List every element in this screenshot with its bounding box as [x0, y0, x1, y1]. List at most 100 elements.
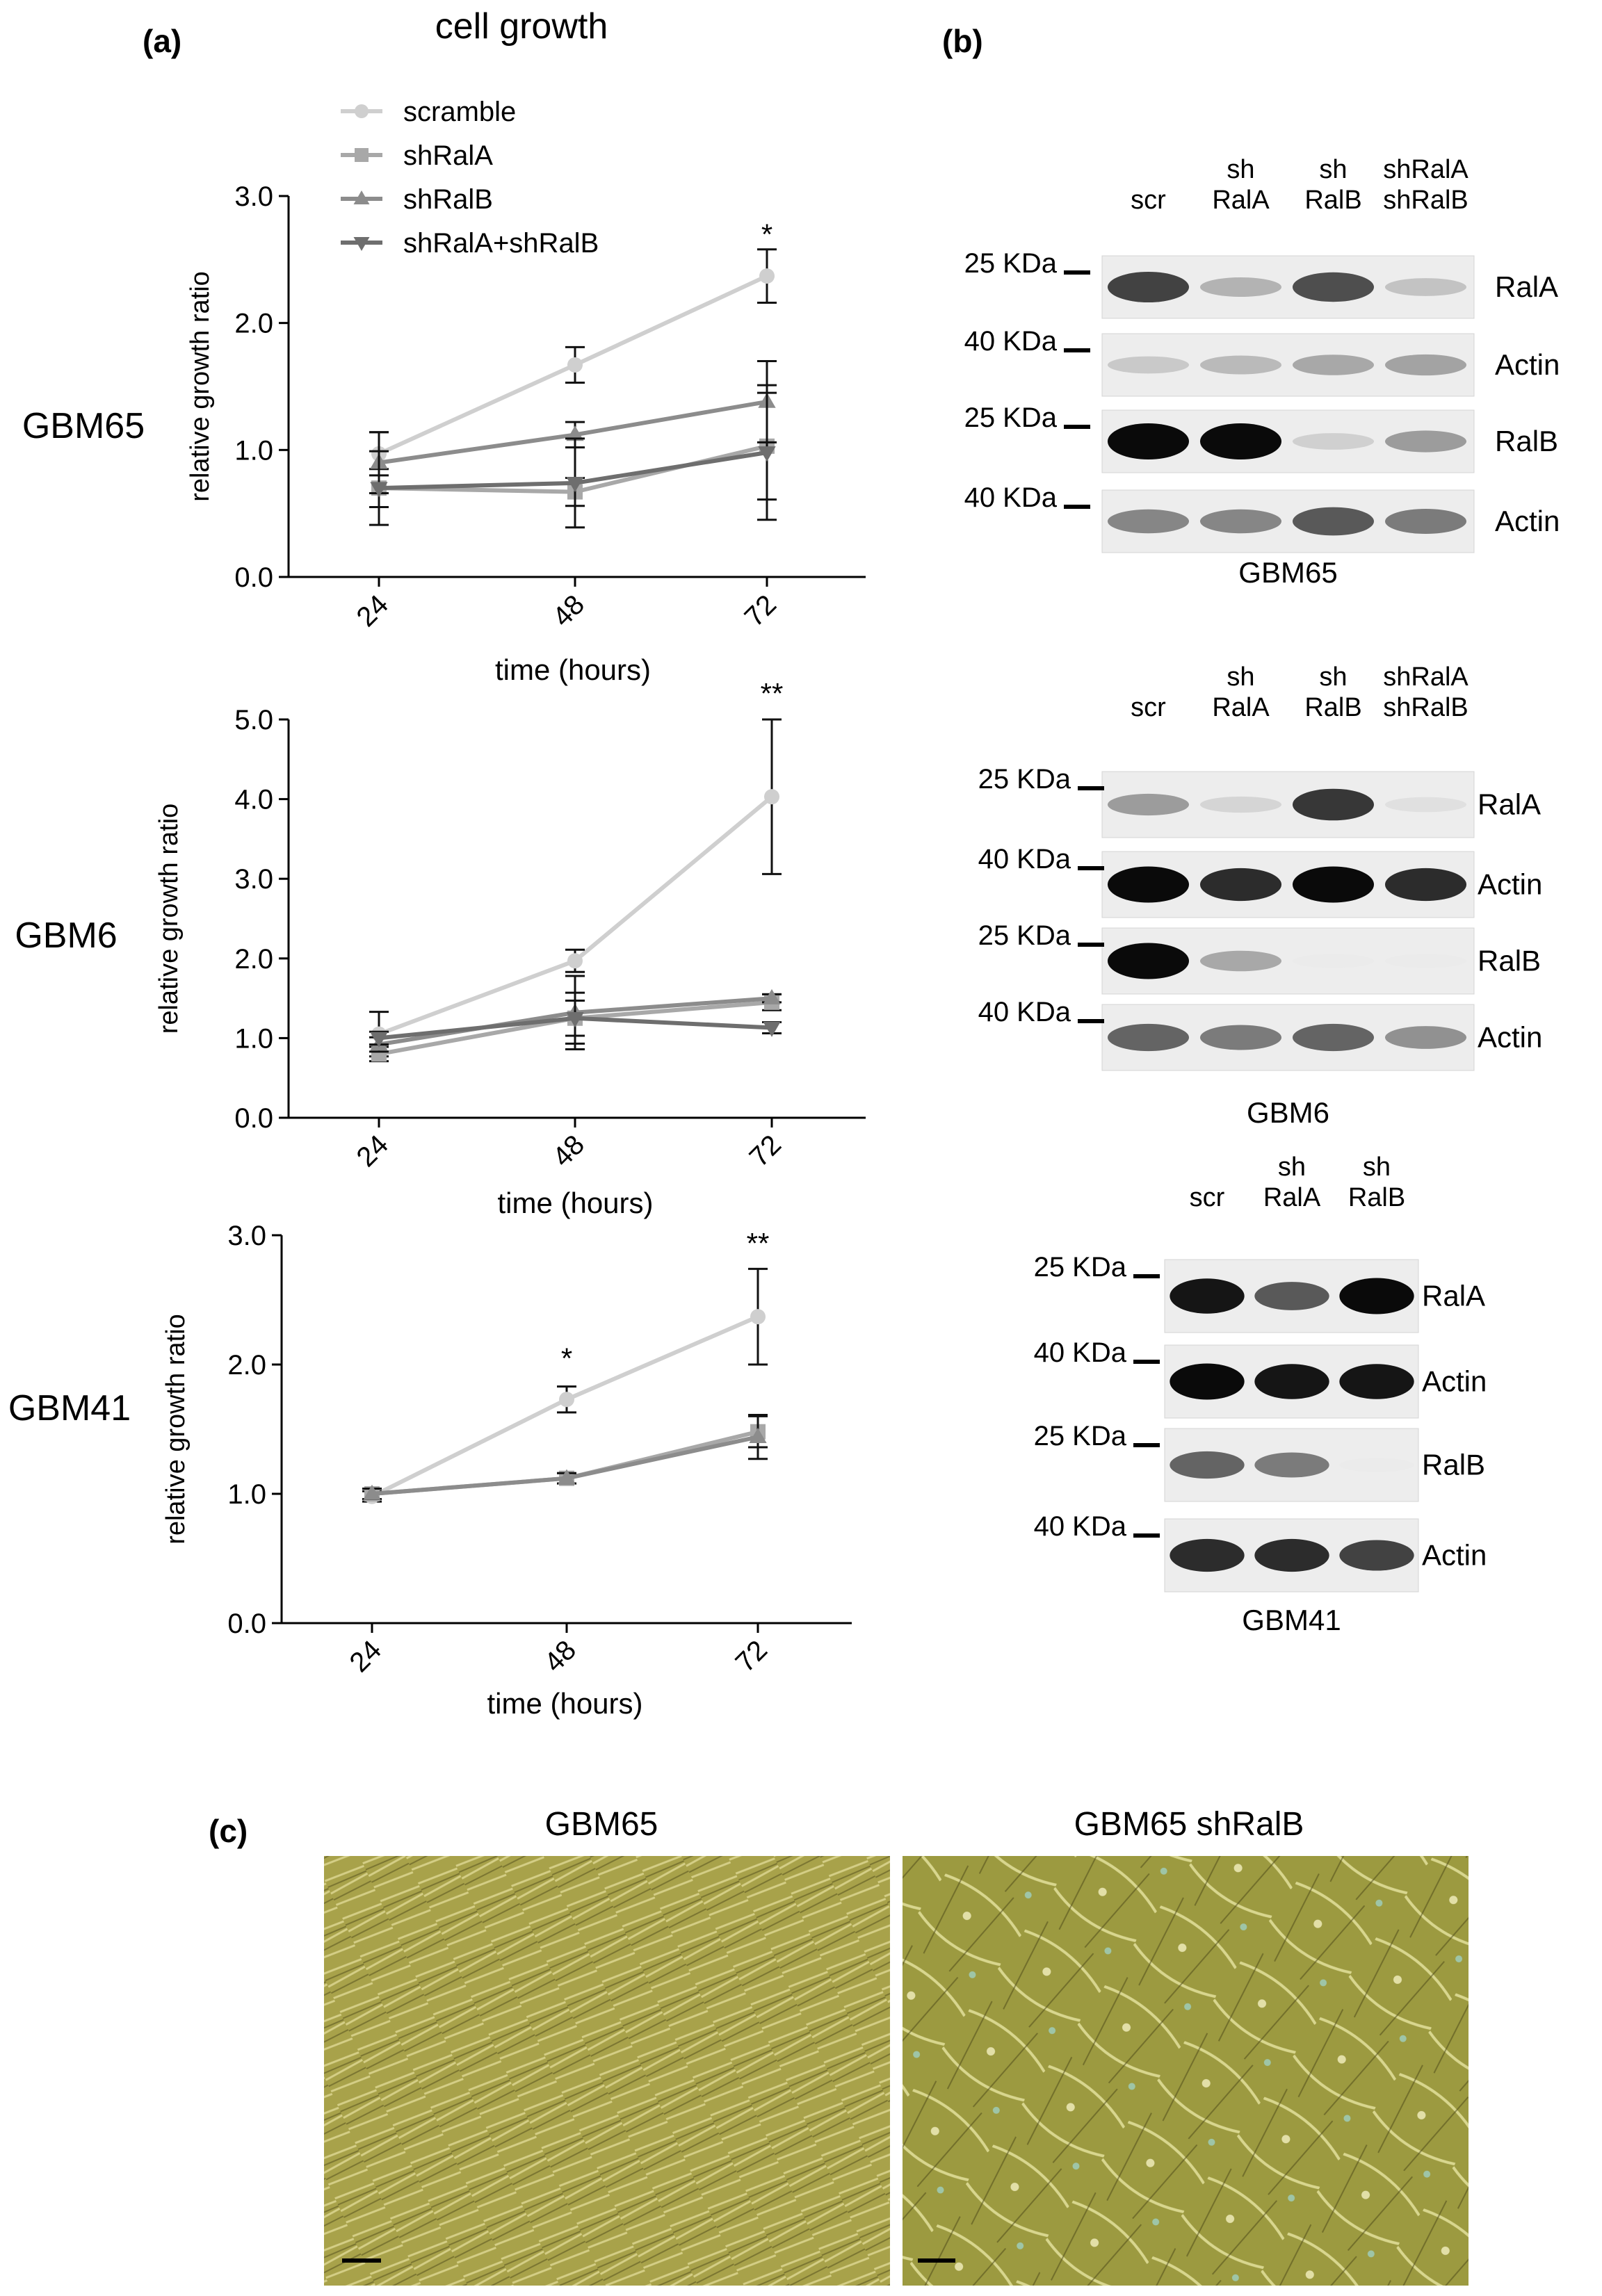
blot-band	[1199, 868, 1282, 902]
lane-label: scr	[1131, 186, 1166, 215]
lane-label: sh	[1319, 662, 1347, 692]
lane-label: shRalA	[1383, 662, 1468, 692]
blot-band	[1170, 1451, 1245, 1479]
x-tick-label: 72	[739, 589, 783, 633]
blot-band	[1292, 272, 1375, 302]
marker-size-label: 40 KDa	[964, 482, 1058, 513]
blot-band	[1384, 430, 1467, 453]
marker-size-label: 25 KDa	[964, 402, 1058, 433]
blot-row: 25 KDa RalB	[964, 402, 1558, 473]
marker-size-label: 25 KDa	[1034, 1421, 1127, 1451]
lane-label: shRalA	[1383, 155, 1468, 184]
lane-label: RalA	[1212, 693, 1270, 722]
blot-band	[1292, 507, 1375, 536]
protein-label: Actin	[1422, 1365, 1487, 1398]
blot-band	[1339, 1278, 1414, 1314]
blot-band	[1292, 1023, 1375, 1052]
blot-band	[1384, 868, 1467, 902]
y-tick-label: 2.0	[227, 1350, 266, 1381]
protein-label: Actin	[1478, 868, 1542, 901]
y-tick-label: 3.0	[234, 181, 273, 212]
series	[369, 359, 777, 494]
blot-band	[1339, 1540, 1414, 1571]
blot-band	[1339, 1458, 1414, 1472]
y-tick-label: 2.0	[234, 944, 273, 975]
blot-band	[1107, 423, 1190, 459]
series	[369, 248, 777, 477]
lane-label: sh	[1363, 1153, 1391, 1182]
blot-band	[1384, 797, 1467, 813]
data-point	[566, 425, 584, 441]
blot-band	[1292, 433, 1375, 450]
blot-band	[1384, 954, 1467, 968]
blot-band	[1107, 509, 1190, 534]
blot-band	[1384, 509, 1467, 534]
blot-row: 25 KDa RalA	[1034, 1252, 1485, 1333]
lane-label: RalA	[1212, 186, 1270, 215]
data-point	[370, 1032, 388, 1048]
blot-band	[1170, 1363, 1245, 1400]
data-point	[749, 1427, 767, 1443]
blot-row: 40 KDa Actin	[978, 844, 1542, 918]
y-axis-label: relative growth ratio	[154, 804, 184, 1034]
data-point	[759, 268, 775, 284]
blot-band	[1107, 943, 1190, 979]
protein-label: Actin	[1422, 1539, 1487, 1572]
series	[362, 1414, 768, 1500]
legend-label: scramble	[403, 97, 516, 127]
lane-label: shRalB	[1383, 186, 1468, 215]
data-point	[763, 1021, 781, 1037]
blot-row: 25 KDa RalB	[978, 920, 1541, 995]
marker-size-label: 25 KDa	[978, 920, 1071, 951]
blot-caption: GBM41	[1242, 1604, 1341, 1636]
blot-band	[1199, 355, 1282, 375]
series	[362, 1267, 768, 1504]
lane-label: sh	[1278, 1153, 1306, 1182]
blot-band	[1199, 277, 1282, 297]
blot-band	[1199, 1025, 1282, 1050]
panel-label-b: (b)	[942, 23, 983, 59]
data-point	[567, 357, 583, 373]
chart-row-label: GBM65	[22, 406, 145, 446]
x-axis-label: time (hours)	[495, 653, 651, 686]
significance-marker: **	[747, 1227, 770, 1260]
y-tick-label: 4.0	[234, 785, 273, 815]
lane-label: scr	[1190, 1183, 1225, 1212]
legend-marker	[353, 237, 370, 251]
protein-label: RalA	[1495, 270, 1558, 303]
marker-size-label: 40 KDa	[1034, 1337, 1127, 1368]
y-tick-label: 0.0	[234, 1103, 273, 1134]
blot-band	[1107, 272, 1190, 302]
blot-row: 25 KDa RalB	[1034, 1421, 1485, 1502]
data-point	[566, 477, 584, 493]
blot-row: 40 KDa Actin	[964, 482, 1560, 553]
legend-marker	[353, 190, 370, 204]
marker-size-label: 40 KDa	[978, 844, 1071, 874]
blot-band	[1199, 950, 1282, 972]
blot-band	[1254, 1538, 1329, 1572]
x-tick-label: 48	[547, 589, 591, 633]
lane-label: sh	[1227, 662, 1254, 692]
blot-row: 25 KDa RalA	[978, 764, 1541, 838]
marker-size-label: 40 KDa	[978, 997, 1071, 1027]
lane-label: RalB	[1304, 186, 1361, 215]
marker-size-label: 25 KDa	[978, 764, 1071, 795]
x-tick-label: 72	[730, 1635, 774, 1679]
blot-row: 40 KDa Actin	[978, 997, 1542, 1071]
data-point	[758, 446, 776, 462]
legend-label: shRalA+shRalB	[403, 228, 599, 259]
blot-band	[1170, 1538, 1245, 1572]
blot-band	[1384, 278, 1467, 296]
x-tick-label: 48	[547, 1130, 591, 1173]
blot-band	[1199, 509, 1282, 534]
protein-label: Actin	[1495, 348, 1560, 381]
blot-band	[1107, 356, 1190, 374]
blot-band	[1254, 1364, 1329, 1399]
y-tick-label: 2.0	[234, 309, 273, 339]
protein-label: RalB	[1478, 945, 1541, 977]
x-tick-label: 24	[351, 1130, 395, 1173]
marker-size-label: 25 KDa	[964, 248, 1058, 279]
